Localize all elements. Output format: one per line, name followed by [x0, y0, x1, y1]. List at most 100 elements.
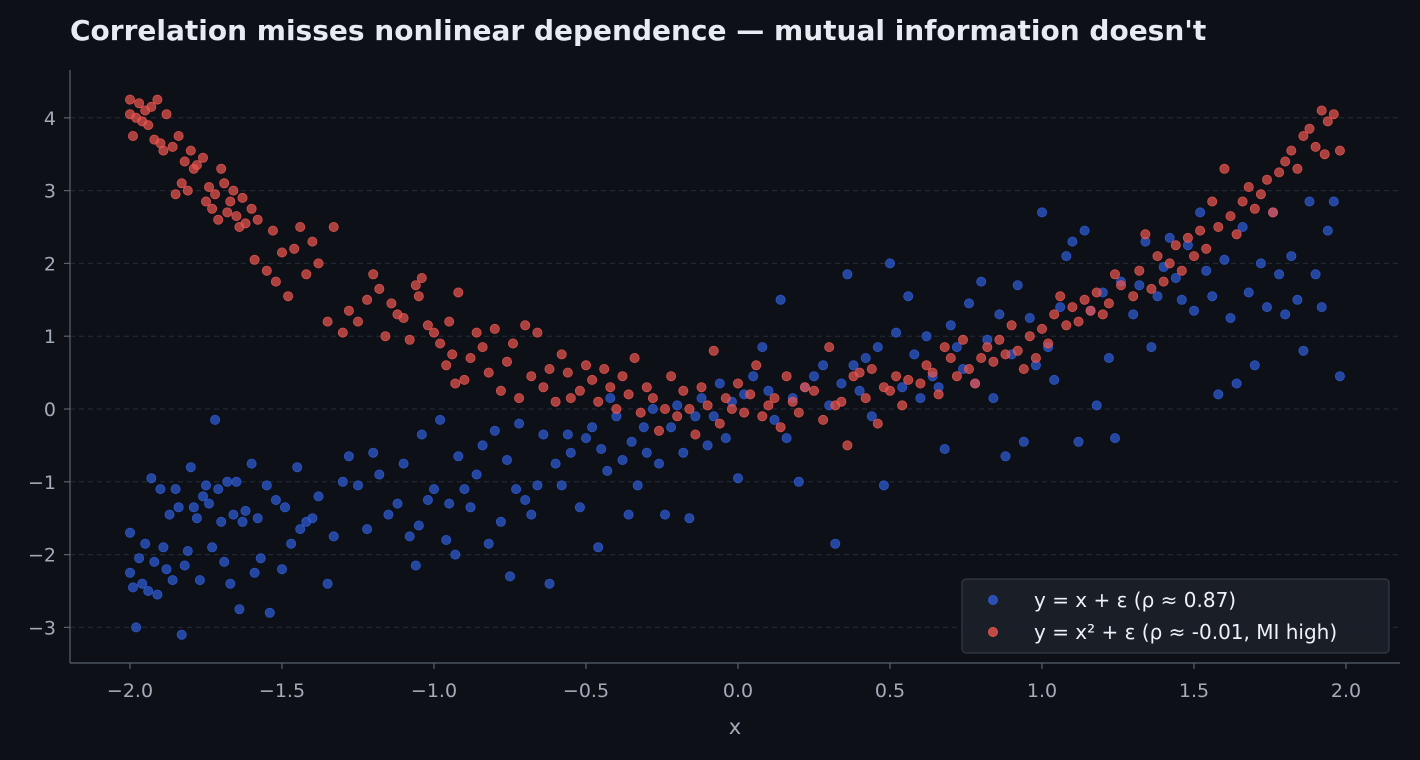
data-point-series-2	[745, 389, 756, 400]
data-point-series-2	[1128, 291, 1139, 302]
data-point-series-1	[125, 527, 136, 538]
data-point-series-2	[283, 291, 294, 302]
data-point-series-2	[435, 338, 446, 349]
data-point-series-2	[726, 403, 737, 414]
data-point-series-1	[1274, 269, 1285, 280]
data-point-series-1	[714, 378, 725, 389]
data-point-series-1	[638, 422, 649, 433]
data-point-series-2	[574, 385, 585, 396]
data-point-series-1	[435, 414, 446, 425]
data-point-series-1	[450, 549, 461, 560]
data-point-series-2	[945, 352, 956, 363]
data-point-series-2	[337, 327, 348, 338]
data-point-series-2	[842, 440, 853, 451]
data-point-series-1	[1219, 254, 1230, 265]
data-point-series-1	[1128, 309, 1139, 320]
data-point-series-2	[1274, 167, 1285, 178]
data-point-series-1	[793, 476, 804, 487]
data-point-series-1	[574, 502, 585, 513]
legend-label-series-1: y = x + ε (ρ ≈ 0.87)	[1034, 588, 1236, 612]
data-point-series-2	[483, 367, 494, 378]
data-point-series-1	[550, 458, 561, 469]
data-point-series-2	[872, 418, 883, 429]
data-point-series-1	[538, 429, 549, 440]
data-point-series-2	[200, 196, 211, 207]
data-point-series-2	[261, 265, 272, 276]
data-point-series-1	[684, 513, 695, 524]
y-tick-label: −3	[28, 617, 56, 639]
data-point-series-2	[1116, 280, 1127, 291]
data-point-series-2	[565, 393, 576, 404]
data-point-series-2	[167, 141, 178, 152]
data-point-series-1	[286, 538, 297, 549]
data-point-series-1	[368, 447, 379, 458]
data-point-series-2	[495, 385, 506, 396]
data-point-series-2	[1176, 265, 1187, 276]
data-point-series-1	[1231, 378, 1242, 389]
data-point-series-1	[1213, 389, 1224, 400]
data-point-series-2	[197, 152, 208, 163]
data-point-series-1	[416, 429, 427, 440]
data-point-series-2	[660, 403, 671, 414]
data-point-series-1	[152, 589, 163, 600]
data-point-series-1	[161, 564, 172, 575]
data-point-series-2	[599, 363, 610, 374]
data-point-series-2	[751, 360, 762, 371]
data-point-series-1	[501, 454, 512, 465]
data-points	[125, 94, 1345, 640]
data-point-series-2	[1158, 276, 1169, 287]
data-point-series-1	[191, 513, 202, 524]
legend-label-series-2: y = x² + ε (ρ ≈ -0.01, MI high)	[1034, 620, 1337, 644]
data-point-series-2	[489, 323, 500, 334]
data-point-series-2	[1079, 294, 1090, 305]
data-point-series-2	[635, 407, 646, 418]
data-point-series-2	[1140, 229, 1151, 240]
data-point-series-1	[179, 560, 190, 571]
data-point-series-2	[927, 367, 938, 378]
data-point-series-1	[1292, 294, 1303, 305]
data-point-series-2	[152, 94, 163, 105]
data-point-series-2	[696, 382, 707, 393]
data-point-series-1	[207, 542, 218, 553]
data-point-series-1	[219, 556, 230, 567]
data-point-series-1	[623, 509, 634, 520]
data-point-series-1	[176, 629, 187, 640]
data-point-series-1	[185, 462, 196, 473]
data-point-series-1	[1304, 196, 1315, 207]
data-point-series-1	[137, 578, 148, 589]
data-point-series-2	[1207, 196, 1218, 207]
data-point-series-1	[690, 411, 701, 422]
data-point-series-2	[343, 305, 354, 316]
data-point-series-1	[1286, 251, 1297, 262]
data-point-series-1	[1152, 291, 1163, 302]
x-tick-label: −0.5	[563, 680, 609, 702]
data-point-series-2	[1286, 145, 1297, 156]
x-tick-label: 0.5	[875, 680, 905, 702]
data-point-series-1	[1049, 374, 1060, 385]
data-point-series-2	[203, 181, 214, 192]
data-point-series-1	[252, 513, 263, 524]
data-point-series-2	[1213, 221, 1224, 232]
data-point-series-2	[158, 145, 169, 156]
data-point-series-1	[757, 342, 768, 353]
data-point-series-1	[587, 422, 598, 433]
data-point-series-1	[264, 607, 275, 618]
data-point-series-1	[596, 443, 607, 454]
data-point-series-2	[1049, 309, 1060, 320]
data-point-series-2	[179, 156, 190, 167]
data-point-series-2	[1195, 225, 1206, 236]
data-point-series-1	[1189, 305, 1200, 316]
data-point-series-2	[787, 396, 798, 407]
data-point-series-2	[1067, 302, 1078, 313]
data-point-series-1	[860, 352, 871, 363]
x-axis-label: x	[729, 715, 741, 739]
data-point-series-1	[666, 422, 677, 433]
data-point-series-2	[313, 258, 324, 269]
data-point-series-2	[416, 272, 427, 283]
tick-labels: 4 3 2 1 0 −1 −2 −3 −2.0 −1.5 −1.0 −0.5 0.0 0.5 1.0 1.5 2…	[28, 108, 1361, 702]
data-point-series-1	[131, 622, 142, 633]
data-point-series-1	[1195, 207, 1206, 218]
data-point-series-2	[617, 371, 628, 382]
data-point-series-1	[307, 513, 318, 524]
x-tick-label: 1.0	[1027, 680, 1057, 702]
